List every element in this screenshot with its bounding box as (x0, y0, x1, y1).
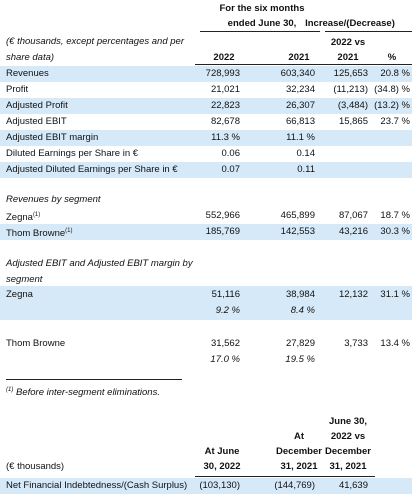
row-label: Diluted Earnings per Share in € (6, 148, 139, 159)
row-shade (0, 66, 412, 82)
column-header: 31, 2021 (329, 461, 367, 472)
cell: 603,340 (280, 68, 315, 79)
cell: 26,307 (285, 100, 315, 111)
column-header: 2022 vs (330, 431, 366, 442)
column-header: 2021 (337, 52, 359, 63)
section-title: segment (6, 274, 43, 285)
cell: (103,130) (199, 480, 240, 491)
cell: 465,899 (280, 210, 315, 221)
column-header: December (276, 446, 322, 457)
cell: 142,553 (280, 226, 315, 237)
cell: 82,678 (210, 116, 240, 127)
rule (200, 31, 320, 32)
column-header: December (325, 446, 371, 457)
header: ended June 30, (227, 18, 297, 29)
cell: 0.14 (296, 148, 316, 159)
section-title: Revenues by segment (6, 194, 101, 205)
units-note: (€ thousands, except percentages and per (6, 36, 184, 47)
column-header: At (293, 431, 305, 442)
footnote: (1) Before inter-segment eliminations. (6, 387, 160, 399)
cell: 728,993 (205, 68, 240, 79)
cell: 12,132 (338, 289, 368, 300)
cell: 38,984 (285, 289, 315, 300)
cell: 185,769 (205, 226, 240, 237)
cell: 32,234 (285, 84, 315, 95)
column-header: 2022 (213, 52, 235, 63)
cell: (11,213) (333, 84, 368, 95)
cell: 15,865 (338, 116, 368, 127)
header: For the six months (219, 3, 305, 14)
row-shade (0, 224, 412, 240)
row-label: Revenues (6, 68, 49, 79)
section-title: Adjusted EBIT and Adjusted EBIT margin b… (6, 258, 193, 269)
cell: 552,966 (205, 210, 240, 221)
column-header: % (387, 52, 397, 63)
column-header: At June (204, 446, 240, 457)
row-shade (0, 130, 412, 146)
cell: 87,067 (338, 210, 368, 221)
row-label: Adjusted EBIT (6, 116, 67, 127)
rule (325, 31, 412, 32)
cell: (13.2) % (374, 100, 410, 111)
cell: 31.1 % (380, 289, 410, 300)
column-header: 2021 (288, 52, 310, 63)
cell: 66,813 (285, 116, 315, 127)
cell: (34.8) % (374, 84, 410, 95)
row-label: Adjusted Profit (6, 100, 68, 111)
footnote-mark: (1) (65, 228, 73, 234)
footnote-mark: (1) (6, 387, 14, 393)
cell: 3,733 (344, 338, 368, 349)
row-shade (0, 478, 412, 494)
row-label: Zegna (6, 289, 33, 300)
header: 2022 vs (330, 37, 366, 48)
row-label: Net Financial Indebtedness/(Cash Surplus… (6, 480, 188, 491)
cell: 0.06 (221, 148, 241, 159)
cell: 11.3 % (211, 132, 240, 143)
row-label: Adjusted EBIT margin (6, 132, 99, 143)
row-shade (0, 286, 412, 320)
cell: 21,021 (210, 84, 240, 95)
rule (195, 476, 375, 477)
cell: 125,653 (333, 68, 368, 79)
margin-cell: 9.2 % (215, 305, 240, 316)
margin-cell: 19.5 % (285, 354, 315, 365)
cell: (3,484) (337, 100, 368, 111)
cell: 22,823 (210, 100, 240, 111)
column-header: 30, 2022 (203, 461, 241, 472)
row-shade (0, 162, 412, 178)
cell: 51,116 (211, 289, 240, 300)
cell: 0.07 (221, 164, 241, 175)
cell: 20.8 % (380, 68, 410, 79)
row-shade (0, 98, 412, 114)
cell: 41,639 (338, 480, 368, 491)
row-label: Thom Browne (6, 338, 66, 349)
cell: 30.3 % (380, 226, 410, 237)
cell: 11.1 % (286, 132, 315, 143)
row-label: Zegna(1) (6, 212, 41, 224)
row-label: Thom Browne(1) (6, 228, 73, 240)
cell: 0.11 (297, 164, 315, 175)
rule (6, 379, 182, 380)
units-note: share data) (6, 52, 55, 63)
cell: 23.7 % (380, 116, 410, 127)
cell: 43,216 (338, 226, 368, 237)
header: Increase/(Decrease) (305, 18, 395, 29)
column-header: 31, 2021 (280, 461, 318, 472)
rule (195, 64, 412, 65)
column-header: June 30, (328, 416, 368, 427)
cell: (144,769) (274, 480, 315, 491)
cell: 31,562 (210, 338, 240, 349)
margin-cell: 17.0 % (210, 354, 240, 365)
units-note: (€ thousands) (6, 461, 65, 472)
row-label: Adjusted Diluted Earnings per Share in € (6, 164, 178, 175)
cell: 27,829 (285, 338, 315, 349)
cell: 18.7 % (380, 210, 410, 221)
footnote-mark: (1) (32, 212, 41, 218)
cell: 13.4 % (380, 338, 410, 349)
margin-cell: 8.4 % (290, 305, 315, 316)
row-label: Profit (6, 84, 29, 95)
